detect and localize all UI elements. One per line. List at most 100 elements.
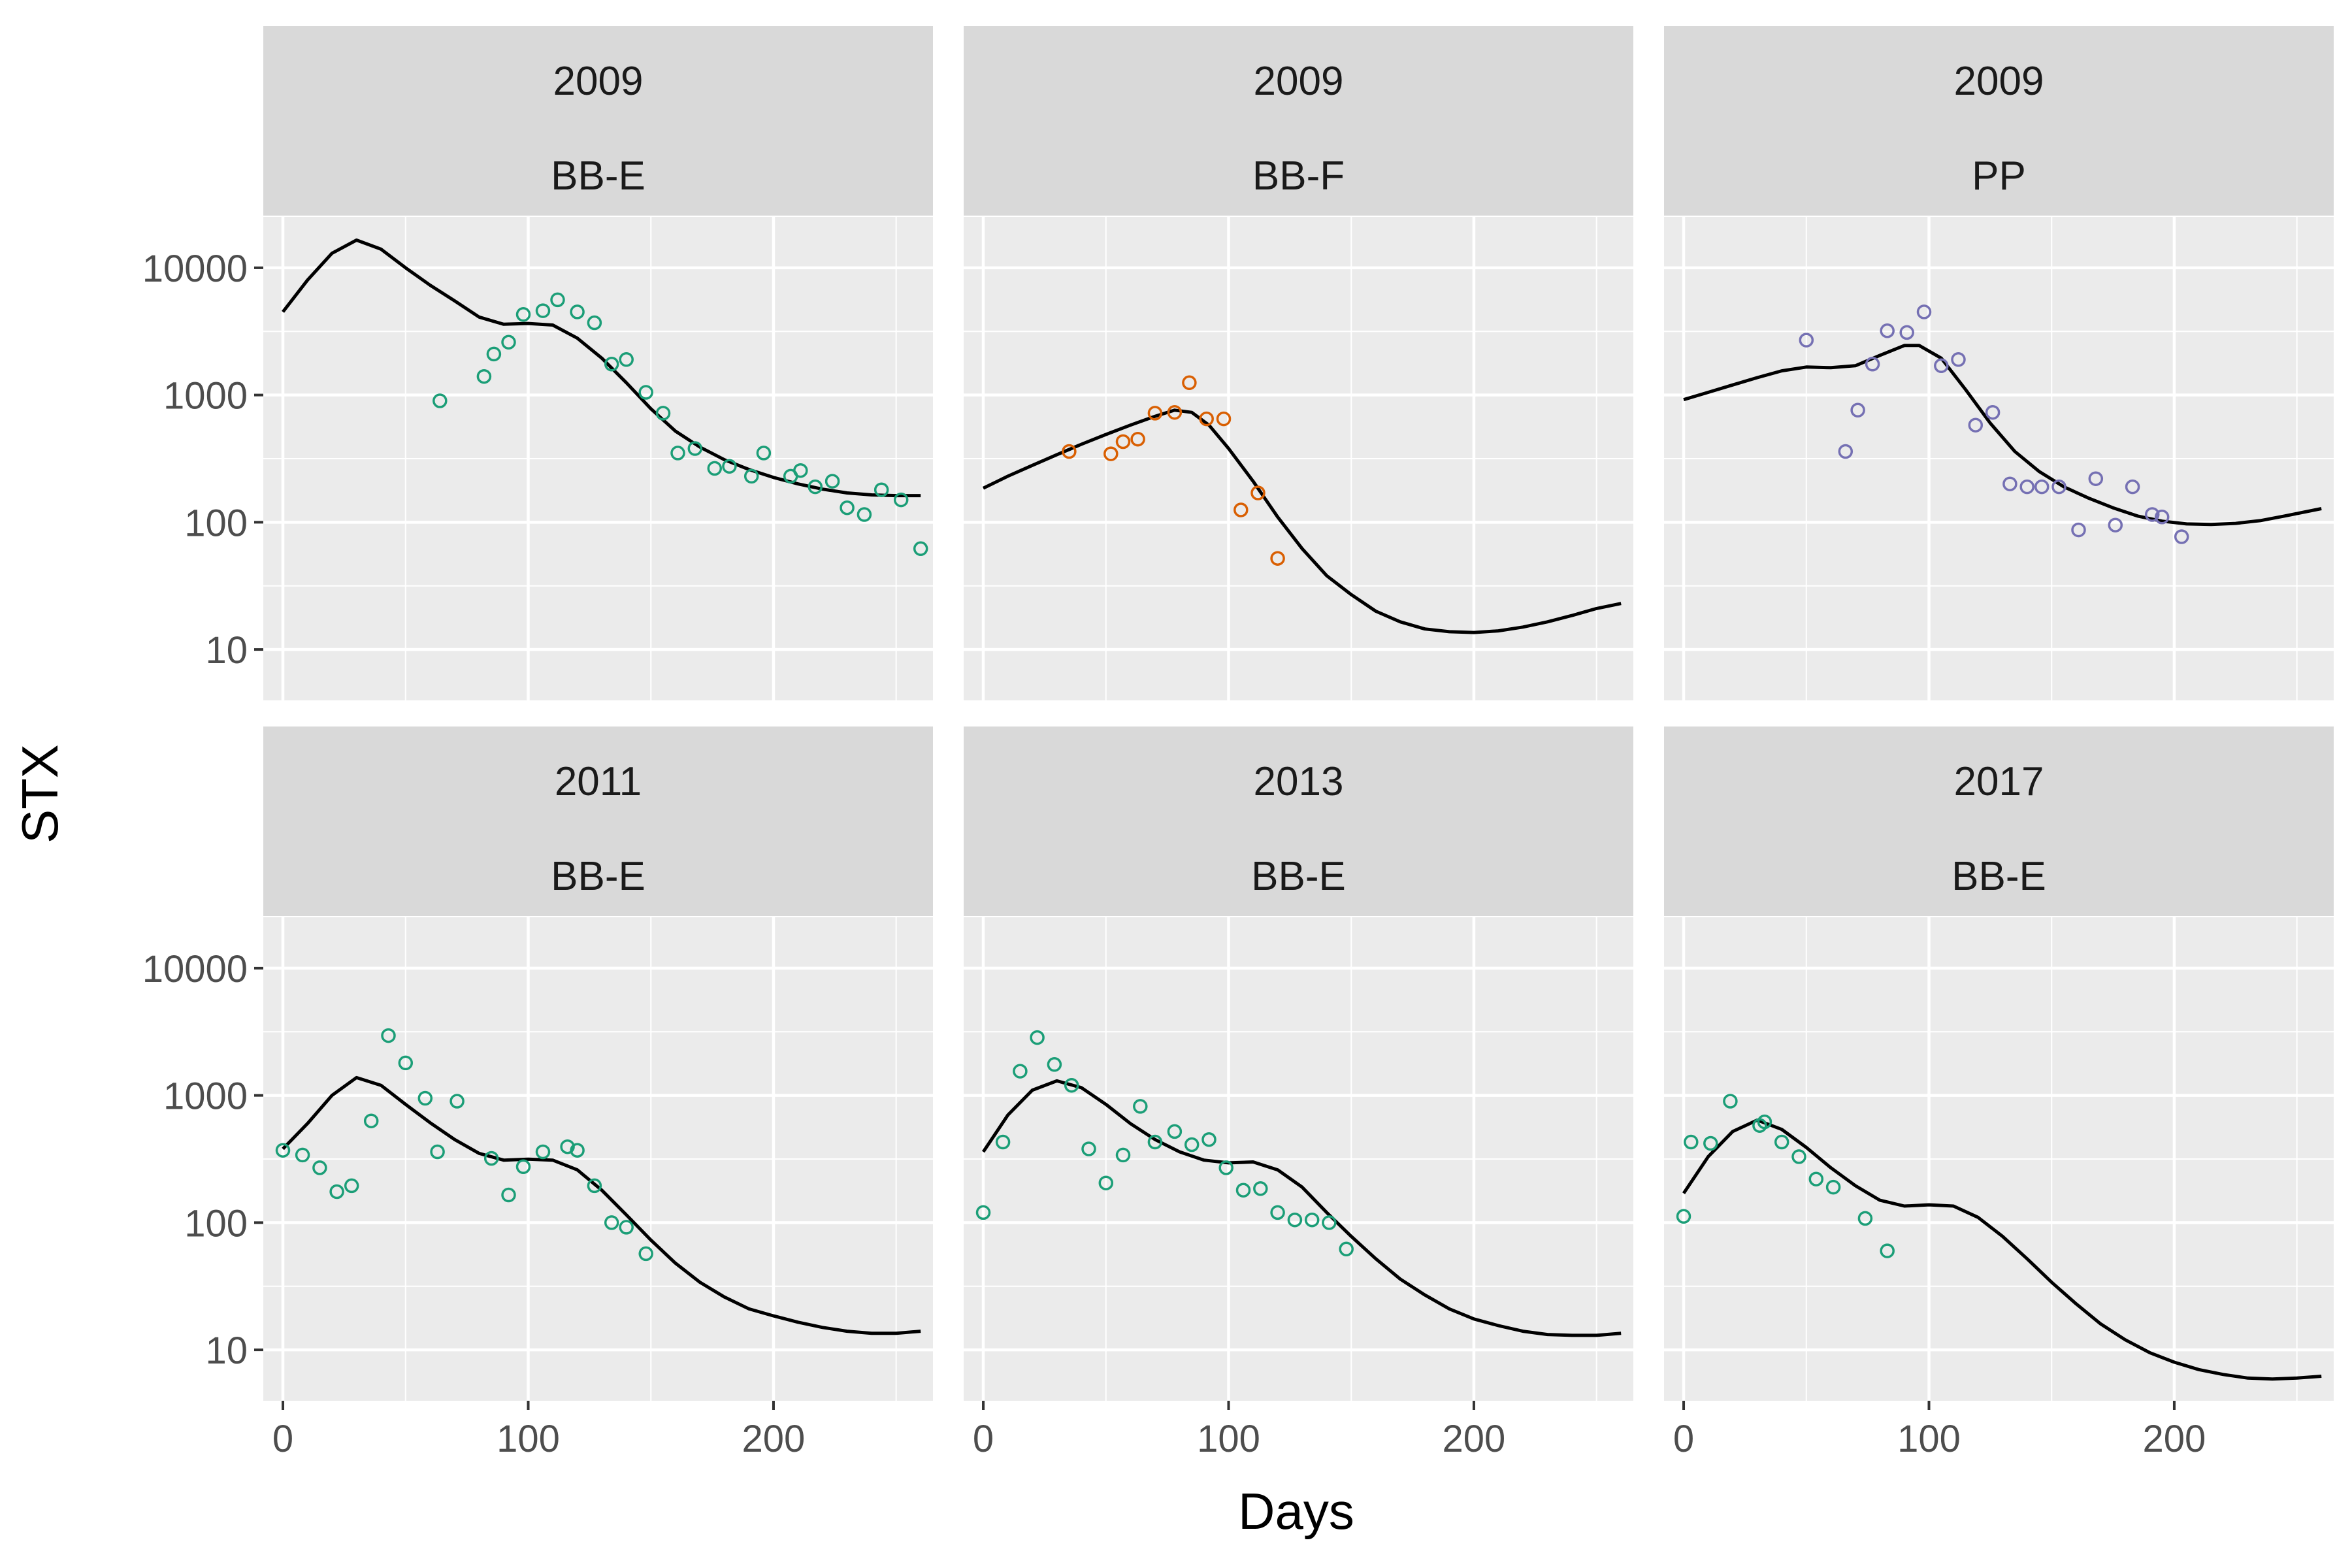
facet-label-year: 2009 — [1954, 59, 2044, 104]
data-point — [2125, 479, 2140, 495]
data-point — [329, 1184, 344, 1200]
data-point — [1182, 375, 1197, 391]
fit-line — [1682, 1118, 2322, 1381]
data-point — [2034, 479, 2050, 495]
data-point — [1808, 1171, 1824, 1186]
facet-label-site: BB-F — [1252, 154, 1345, 199]
facet-strip — [964, 727, 1633, 916]
fit-line — [282, 1075, 921, 1335]
x-tick-label: 100 — [497, 1418, 560, 1460]
data-point — [707, 461, 723, 476]
data-point — [501, 1187, 516, 1203]
facet-label-year: 2009 — [553, 59, 644, 104]
facet-strip — [964, 26, 1633, 216]
y-tick-label: 100 — [184, 502, 248, 544]
data-point — [2154, 510, 2170, 525]
data-point — [344, 1178, 359, 1194]
facet-label-site: BB-E — [551, 154, 645, 199]
data-point — [808, 479, 823, 495]
data-point — [1081, 1141, 1096, 1156]
data-point — [1857, 1211, 1873, 1226]
data-point — [619, 1220, 634, 1235]
data-point — [1115, 434, 1131, 449]
data-point — [2051, 479, 2066, 495]
data-point — [570, 1143, 585, 1158]
facet-label-year: 2011 — [555, 759, 642, 804]
data-point — [1339, 1241, 1354, 1257]
data-point — [1147, 1134, 1163, 1150]
data-point — [1703, 1135, 1718, 1151]
data-point — [2019, 479, 2034, 495]
data-point — [655, 406, 671, 421]
data-point — [1757, 1114, 1772, 1130]
data-point — [1216, 411, 1232, 427]
x-tick-label: 200 — [1443, 1418, 1506, 1460]
data-point — [1013, 1064, 1028, 1079]
y-axis-title: STX — [11, 744, 69, 843]
data-point — [1676, 1209, 1691, 1224]
data-point — [1103, 446, 1119, 461]
x-tick-label: 200 — [742, 1418, 806, 1460]
y-tick-label: 1000 — [163, 375, 248, 417]
data-point — [1133, 1099, 1148, 1114]
data-point — [1235, 1183, 1251, 1198]
data-point — [449, 1094, 465, 1109]
facet-label-site: BB-E — [1952, 854, 2046, 899]
y-tick-label: 10000 — [142, 948, 248, 990]
data-point — [1115, 1147, 1131, 1163]
data-point — [417, 1090, 433, 1106]
data-point — [1951, 352, 1966, 367]
data-point — [2108, 517, 2123, 532]
data-point — [743, 468, 759, 484]
data-point — [687, 441, 703, 456]
facet-panel-2009-bb-e: 2009 BB-E 10 100 1000 10000 — [142, 26, 933, 700]
y-tick-label: 10 — [205, 629, 248, 672]
facet-panel-2013-bb-e: 2013 BB-E 0 100 200 — [964, 727, 1633, 1460]
data-point — [1047, 1057, 1062, 1072]
data-point — [1968, 417, 1984, 433]
data-point — [975, 1205, 991, 1220]
data-point — [433, 393, 448, 408]
fit-line — [981, 1079, 1622, 1337]
data-point — [1167, 1124, 1183, 1139]
data-point — [1684, 1134, 1699, 1150]
data-point — [1880, 1243, 1895, 1258]
data-point — [476, 368, 492, 384]
data-point — [1985, 404, 2001, 420]
facet-label-site: BB-E — [1251, 854, 1346, 899]
data-point — [1322, 1215, 1337, 1230]
data-point — [587, 1178, 602, 1194]
data-point — [275, 1143, 291, 1158]
data-point — [1723, 1094, 1738, 1109]
data-point — [430, 1144, 445, 1160]
data-point — [1250, 485, 1266, 500]
data-point — [913, 541, 928, 557]
x-axis-title: Days — [1238, 1482, 1354, 1540]
data-point — [1199, 411, 1214, 427]
facet-panel-2011-bb-e: 2011 BB-E 10 100 1000 10000 0 100 200 — [142, 727, 933, 1460]
data-point — [722, 459, 737, 474]
data-point — [1098, 1175, 1114, 1190]
facet-label-site: PP — [1972, 154, 2026, 199]
facet-panel-2017-bb-e: 2017 BB-E 0 100 200 — [1664, 727, 2334, 1460]
facet-label-year: 2009 — [1254, 59, 1344, 104]
x-tick-label: 0 — [272, 1418, 293, 1460]
data-point — [2144, 507, 2160, 522]
y-tick-label: 10 — [205, 1330, 248, 1372]
y-tick-label: 10000 — [142, 248, 248, 290]
facet-strip — [263, 727, 933, 916]
data-point — [1147, 406, 1163, 421]
data-point — [604, 1215, 619, 1230]
data-point — [312, 1160, 327, 1175]
data-point — [587, 315, 602, 331]
data-point — [1062, 444, 1077, 459]
data-point — [1934, 358, 1949, 374]
data-point — [1865, 357, 1880, 372]
data-point — [2071, 522, 2086, 538]
x-tick-label: 100 — [1197, 1418, 1260, 1460]
data-point — [1838, 444, 1854, 459]
data-point — [638, 1246, 653, 1262]
data-point — [619, 352, 634, 367]
data-point — [1270, 551, 1285, 566]
facet-strip — [1664, 26, 2334, 216]
